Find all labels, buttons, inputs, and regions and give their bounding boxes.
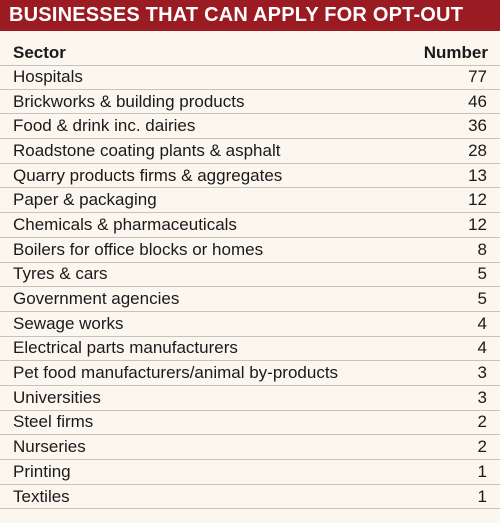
column-header-number: Number xyxy=(423,43,488,62)
number-cell: 3 xyxy=(477,363,487,383)
sector-cell: Tyres & cars xyxy=(13,264,108,284)
table-row: Boilers for office blocks or homes 8 xyxy=(0,238,500,263)
number-cell: 36 xyxy=(468,116,487,136)
table-row: Nurseries 2 xyxy=(0,435,500,460)
table-row: Textiles 1 xyxy=(0,485,500,510)
table-title: BUSINESSES THAT CAN APPLY FOR OPT-OUT xyxy=(0,0,500,31)
number-cell: 2 xyxy=(477,412,487,432)
sector-cell: Food & drink inc. dairies xyxy=(13,116,196,136)
column-header-sector: Sector xyxy=(13,43,66,62)
table-row: Hospitals 77 xyxy=(0,65,500,90)
table-row: Pet food manufacturers/animal by-product… xyxy=(0,361,500,386)
number-cell: 3 xyxy=(477,387,487,407)
table-row: Brickworks & building products 46 xyxy=(0,90,500,115)
sector-cell: Universities xyxy=(13,387,101,407)
table-row: Electrical parts manufacturers 4 xyxy=(0,337,500,362)
sector-cell: Quarry products firms & aggregates xyxy=(13,165,283,185)
table-row: Tyres & cars 5 xyxy=(0,263,500,288)
table-row: Paper & packaging 12 xyxy=(0,188,500,214)
table-header-row: Sector Number xyxy=(0,39,500,63)
table-row: Government agencies 5 xyxy=(0,287,500,312)
sector-cell: Pet food manufacturers/animal by-product… xyxy=(13,363,339,383)
table-row: Food & drink inc. dairies 36 xyxy=(0,114,500,140)
table-row: Printing 1 xyxy=(0,460,500,485)
table-row: Roadstone coating plants & asphalt 28 xyxy=(0,139,500,164)
sector-cell: Hospitals xyxy=(13,67,83,87)
table-row: Sewage works 4 xyxy=(0,312,500,337)
number-cell: 12 xyxy=(468,214,487,234)
table-row: Chemicals & pharmaceuticals 12 xyxy=(0,213,500,238)
number-cell: 1 xyxy=(477,461,487,481)
sector-cell: Electrical parts manufacturers xyxy=(13,338,238,358)
number-cell: 2 xyxy=(477,437,487,457)
number-cell: 28 xyxy=(468,140,487,160)
sector-cell: Nurseries xyxy=(13,437,86,457)
sector-cell: Government agencies xyxy=(13,289,180,309)
sector-cell: Chemicals & pharmaceuticals xyxy=(13,214,237,234)
sector-cell: Textiles xyxy=(13,486,70,506)
number-cell: 12 xyxy=(468,190,487,210)
number-cell: 1 xyxy=(477,486,487,506)
sector-cell: Paper & packaging xyxy=(13,190,157,210)
table-row: Universities 3 xyxy=(0,386,500,411)
number-cell: 46 xyxy=(468,91,487,111)
sector-cell: Boilers for office blocks or homes xyxy=(13,239,264,259)
sector-cell: Brickworks & building products xyxy=(13,91,245,111)
sector-cell: Sewage works xyxy=(13,313,124,333)
table-body: Hospitals 77 Brickworks & building product… xyxy=(0,65,500,510)
number-cell: 5 xyxy=(477,289,487,309)
number-cell: 4 xyxy=(477,338,487,358)
number-cell: 5 xyxy=(477,264,487,284)
sector-cell: Printing xyxy=(13,461,71,481)
table-row: Quarry products firms & aggregates 13 xyxy=(0,164,500,189)
number-cell: 13 xyxy=(468,165,487,185)
sector-cell: Steel firms xyxy=(13,412,94,432)
number-cell: 8 xyxy=(477,239,487,259)
table-row: Steel firms 2 xyxy=(0,411,500,436)
sector-cell: Roadstone coating plants & asphalt xyxy=(13,140,281,160)
number-cell: 77 xyxy=(468,67,487,87)
number-cell: 4 xyxy=(477,313,487,333)
